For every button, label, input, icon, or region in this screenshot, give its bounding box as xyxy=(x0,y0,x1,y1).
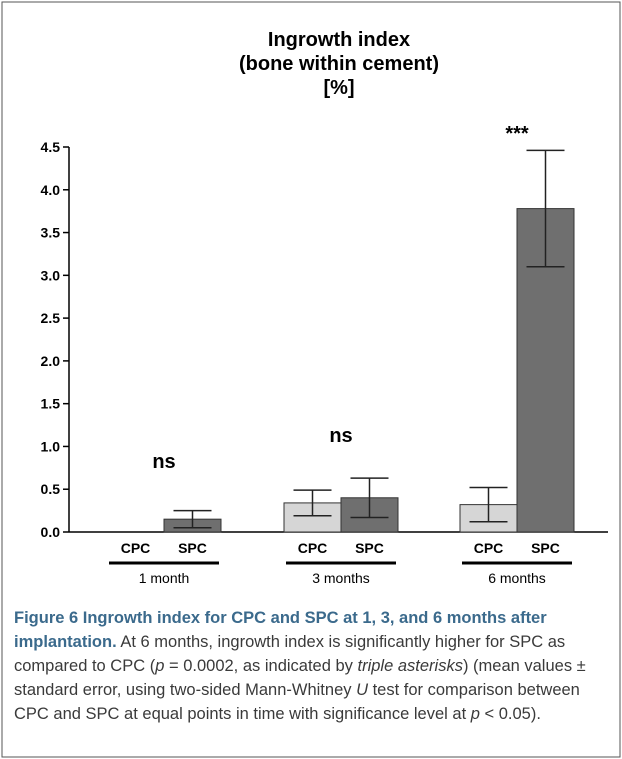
chart-title-line: (bone within cement) xyxy=(239,53,439,75)
y-tick-label: 4.0 xyxy=(41,182,61,198)
group-label: 3 months xyxy=(312,570,370,586)
group-label: 1 month xyxy=(139,570,190,586)
caption-text-2: = 0.0002, as indicated by xyxy=(164,657,358,675)
significance-label: ns xyxy=(152,451,175,473)
significance-label: ns xyxy=(329,425,352,447)
caption-p-symbol-2: p xyxy=(470,705,480,723)
group-label: 6 months xyxy=(488,570,546,586)
y-tick-label: 1.0 xyxy=(41,438,61,454)
y-axis: 0.0 0.5 1.0 1.5 2.0 2.5 3.0 3.5 4.0 4.5 xyxy=(41,139,608,540)
y-tick-label: 0.0 xyxy=(41,524,61,540)
caption-text-4: test for comparison between CPC and SPC … xyxy=(14,681,580,723)
y-tick-label: 3.5 xyxy=(41,225,61,241)
significance-label: *** xyxy=(505,123,529,145)
category-labels: CPC SPC 1 month ns CPC SPC 3 months ns CPC SPC 6 m… xyxy=(109,123,572,586)
bar-label: CPC xyxy=(121,540,151,556)
caption-figure-label: Figure 6 Ingrowth index for CPC and SPC … xyxy=(14,609,547,651)
chart-title-line: Ingrowth index xyxy=(268,29,410,51)
y-tick-label: 2.5 xyxy=(41,310,61,326)
bars xyxy=(163,149,575,533)
y-tick-label: 0.5 xyxy=(41,481,61,497)
y-tick-label: 4.5 xyxy=(41,139,61,155)
y-tick-label: 3.0 xyxy=(41,267,61,283)
caption-p-symbol: p xyxy=(155,657,165,675)
caption-text-5: < 0.05). xyxy=(479,705,541,723)
chart-title-line: [%] xyxy=(323,77,354,99)
bar-label: SPC xyxy=(178,540,207,556)
y-tick-label: 1.5 xyxy=(41,396,61,412)
y-tick-label: 2.0 xyxy=(41,353,61,369)
caption-text-1: At 6 months, ingrowth index is significa… xyxy=(14,633,566,675)
bar-label: SPC xyxy=(531,540,560,556)
caption-italic-phrase: triple asterisks xyxy=(357,657,463,675)
figure-caption: Figure 6 Ingrowth index for CPC and SPC … xyxy=(14,606,614,726)
bar-label: SPC xyxy=(355,540,384,556)
bar-label: CPC xyxy=(298,540,328,556)
chart-title-group: Ingrowth index(bone within cement)[%] xyxy=(239,29,439,99)
bar-label: CPC xyxy=(474,540,504,556)
caption-text-3: ) (mean values ± standard error, using t… xyxy=(14,657,586,699)
caption-u-symbol: U xyxy=(356,681,368,699)
